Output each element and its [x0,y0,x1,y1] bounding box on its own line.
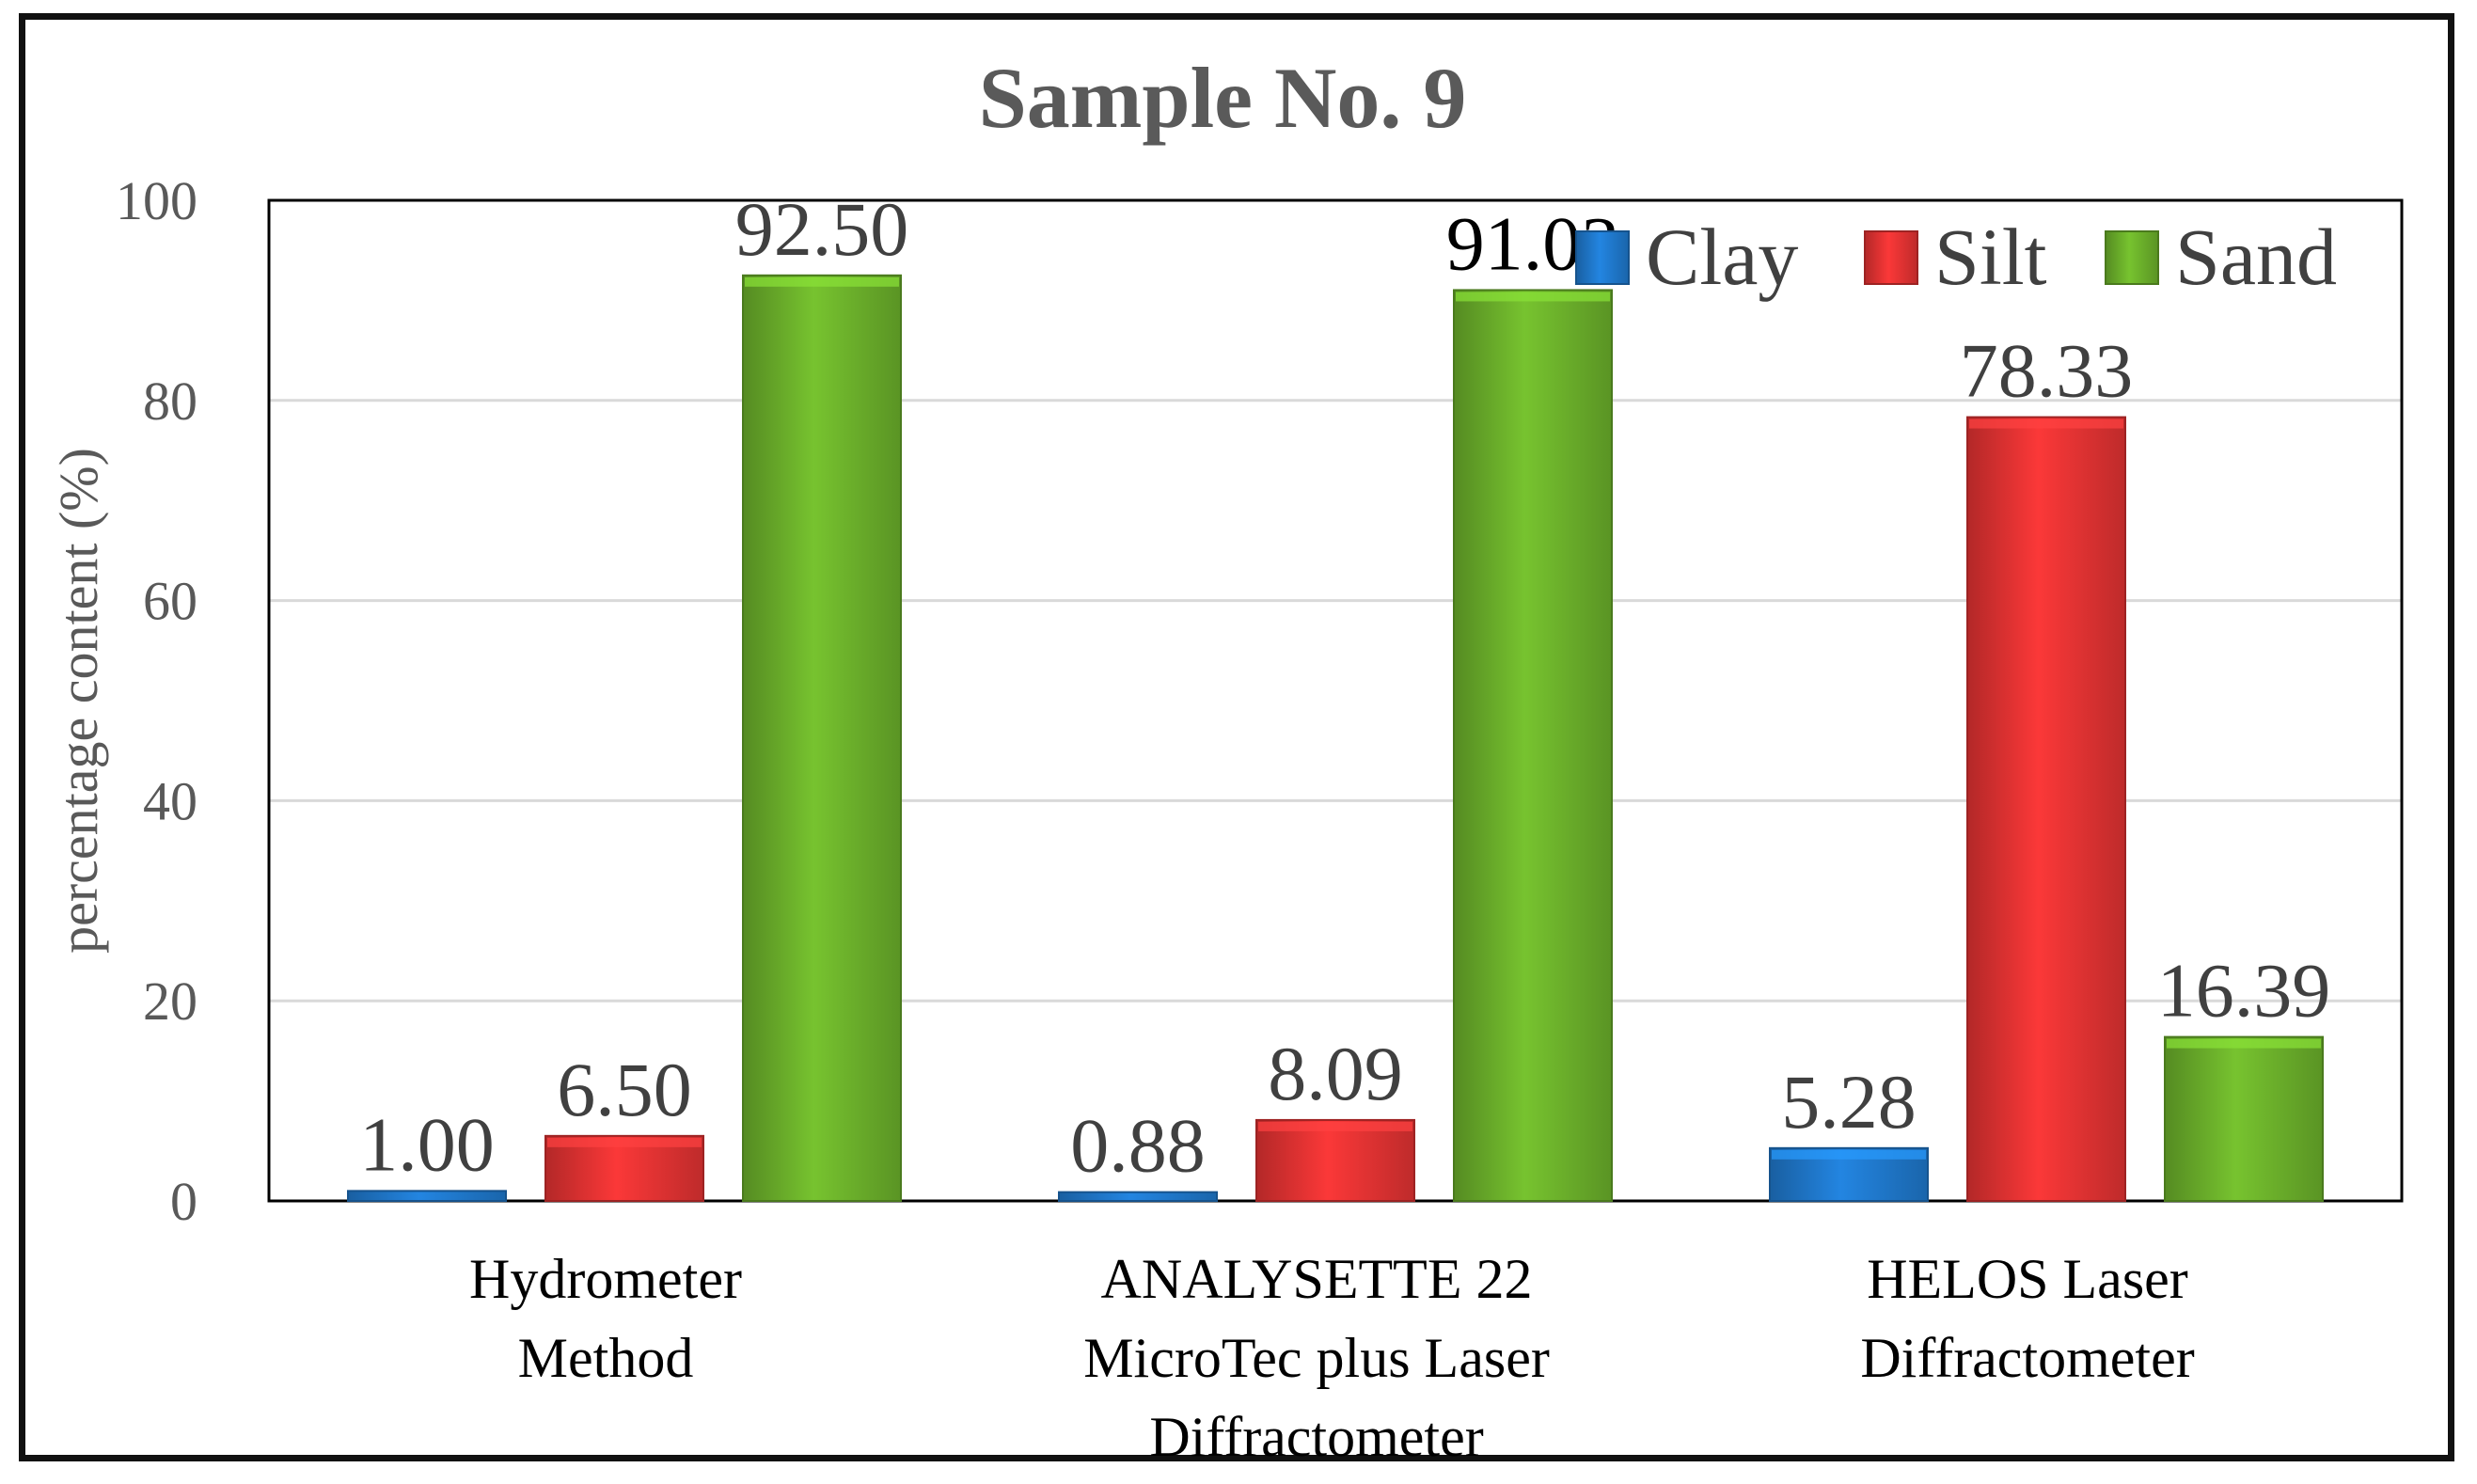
bar-highlight [1772,1149,1926,1160]
category-labels: Hydrometer Method ANALYSETTE 22 MicroTec pl… [469,1248,2195,1468]
data-label-sand: 92.50 [735,186,909,272]
bar-highlight [745,276,899,287]
category-label: Hydrometer Method [469,1248,742,1389]
legend-swatch-sand [2105,230,2159,285]
y-tick-label: 0 [170,1171,197,1232]
bar-clay [1058,1191,1218,1203]
data-label-silt: 78.33 [1960,328,2134,414]
y-tick-label: 100 [116,170,197,231]
data-label-silt: 8.09 [1268,1031,1403,1116]
data-label-sand: 16.39 [2157,948,2331,1034]
y-axis-ticks: 0 20 40 60 80 100 [116,170,197,1232]
data-label-silt: 6.50 [557,1047,692,1132]
bar-highlight [1456,292,1610,302]
bar-highlight [2167,1038,2321,1049]
bar-highlight [1258,1121,1412,1131]
y-tick-label: 60 [143,571,197,632]
legend-swatch-silt [1864,230,1918,285]
bar-highlight [547,1137,702,1147]
legend-swatch-clay [1575,230,1630,285]
bar-sand [1453,289,1613,1202]
bar-highlight [1969,418,2123,429]
bars [347,274,2324,1203]
data-label-clay: 1.00 [359,1101,495,1187]
bar-sand [2164,1035,2324,1202]
legend-label-clay: Clay [1646,212,1798,302]
bar-silt [1966,416,2126,1202]
data-label-clay: 0.88 [1070,1103,1206,1189]
bar-clay [347,1190,507,1202]
bar-silt [1255,1118,1415,1202]
y-tick-label: 40 [143,770,197,831]
legend-label-silt: Silt [1934,212,2047,302]
category-label: ANALYSETTE 22 MicroTec plus Laser Diffract… [1083,1248,1550,1468]
chart-title: Sample No. 9 [979,50,1467,146]
legend: Clay Silt Sand [1575,212,2337,302]
legend-label-sand: Sand [2175,212,2337,302]
category-label: HELOS Laser Diffractometer [1860,1248,2194,1389]
y-tick-label: 20 [143,971,197,1032]
y-tick-label: 80 [143,371,197,432]
bar-sand [742,274,902,1202]
data-label-clay: 5.28 [1781,1059,1917,1145]
y-axis-label: percentage content (%) [48,448,109,954]
